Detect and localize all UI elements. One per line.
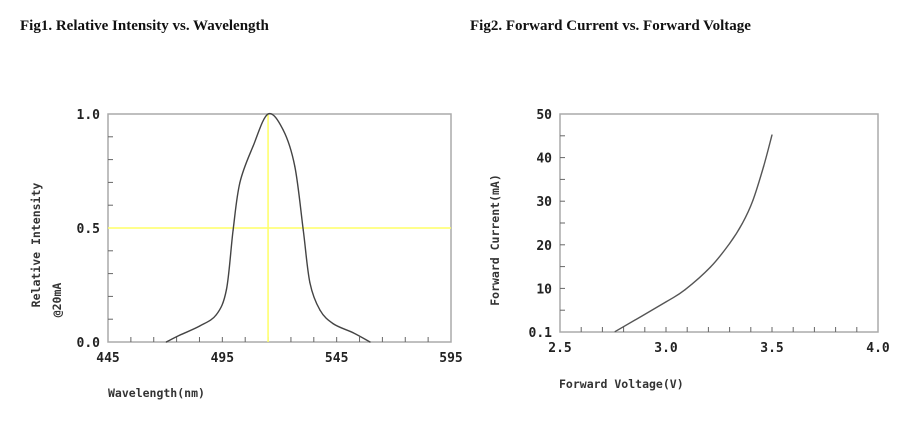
data-point [239, 181, 241, 183]
data-series-line [614, 134, 773, 333]
data-point [232, 229, 234, 231]
plot-frame [559, 113, 879, 333]
data-point [352, 332, 354, 334]
data-point [282, 129, 284, 131]
fig1-ylabel-sub: @20mA [50, 283, 64, 318]
data-point [741, 222, 743, 225]
data-point [252, 145, 254, 147]
fig1-title: Fig1. Relative Intensity vs. Wavelength [20, 18, 270, 34]
data-point [709, 266, 712, 268]
data-point [319, 309, 321, 311]
data-point [267, 113, 269, 115]
fig2-xlabel: Forward Voltage(V) [559, 377, 684, 391]
data-point [179, 334, 181, 336]
data-point [309, 282, 311, 284]
fig1-ylabel: Relative Intensity [29, 183, 43, 308]
data-point [165, 341, 167, 343]
fig1-plot: 445 495 545 595 0.0 0.5 1.0 [77, 108, 463, 366]
fig2-title: Fig2. Forward Current vs. Forward Voltag… [470, 18, 751, 34]
data-point [684, 289, 686, 291]
data-point [614, 330, 616, 333]
data-point [225, 288, 228, 291]
x-tick-label: 2.5 [548, 341, 571, 356]
x-tick-label: 4.0 [866, 341, 890, 356]
data-point [729, 242, 731, 245]
data-point [752, 199, 754, 201]
y-tick-label: 1.0 [77, 108, 101, 123]
y-tick-label: 0.1 [529, 326, 553, 341]
data-point [215, 314, 217, 316]
x-tick-label: 3.5 [760, 341, 783, 356]
x-tick-label: 445 [96, 351, 119, 366]
data-point [771, 134, 773, 136]
data-point [302, 229, 304, 231]
y-tick-label: 40 [536, 152, 552, 167]
fig2-ylabel: Forward Current(mA) [488, 174, 502, 306]
data-point [665, 301, 667, 303]
y-tick-label: 20 [536, 239, 552, 254]
data-point [369, 341, 371, 343]
data-point [294, 165, 296, 168]
fig2-plot: 2.5 3.0 3.5 4.0 0.1 10 20 30 40 50 [529, 108, 890, 356]
y-tick-label: 0.5 [77, 222, 100, 237]
y-tick-label: 10 [536, 282, 552, 297]
y-tick-label: 30 [536, 195, 552, 210]
x-tick-label: 545 [325, 351, 348, 366]
x-tick-label: 3.0 [654, 341, 678, 356]
data-point [332, 323, 334, 325]
data-point [199, 325, 201, 327]
y-tick-label: 0.0 [77, 336, 101, 351]
y-tick-label: 50 [536, 108, 552, 123]
x-tick-label: 495 [211, 351, 234, 366]
x-tick-label: 595 [439, 351, 462, 366]
data-point [762, 166, 765, 168]
fig1-xlabel: Wavelength(nm) [108, 386, 205, 400]
